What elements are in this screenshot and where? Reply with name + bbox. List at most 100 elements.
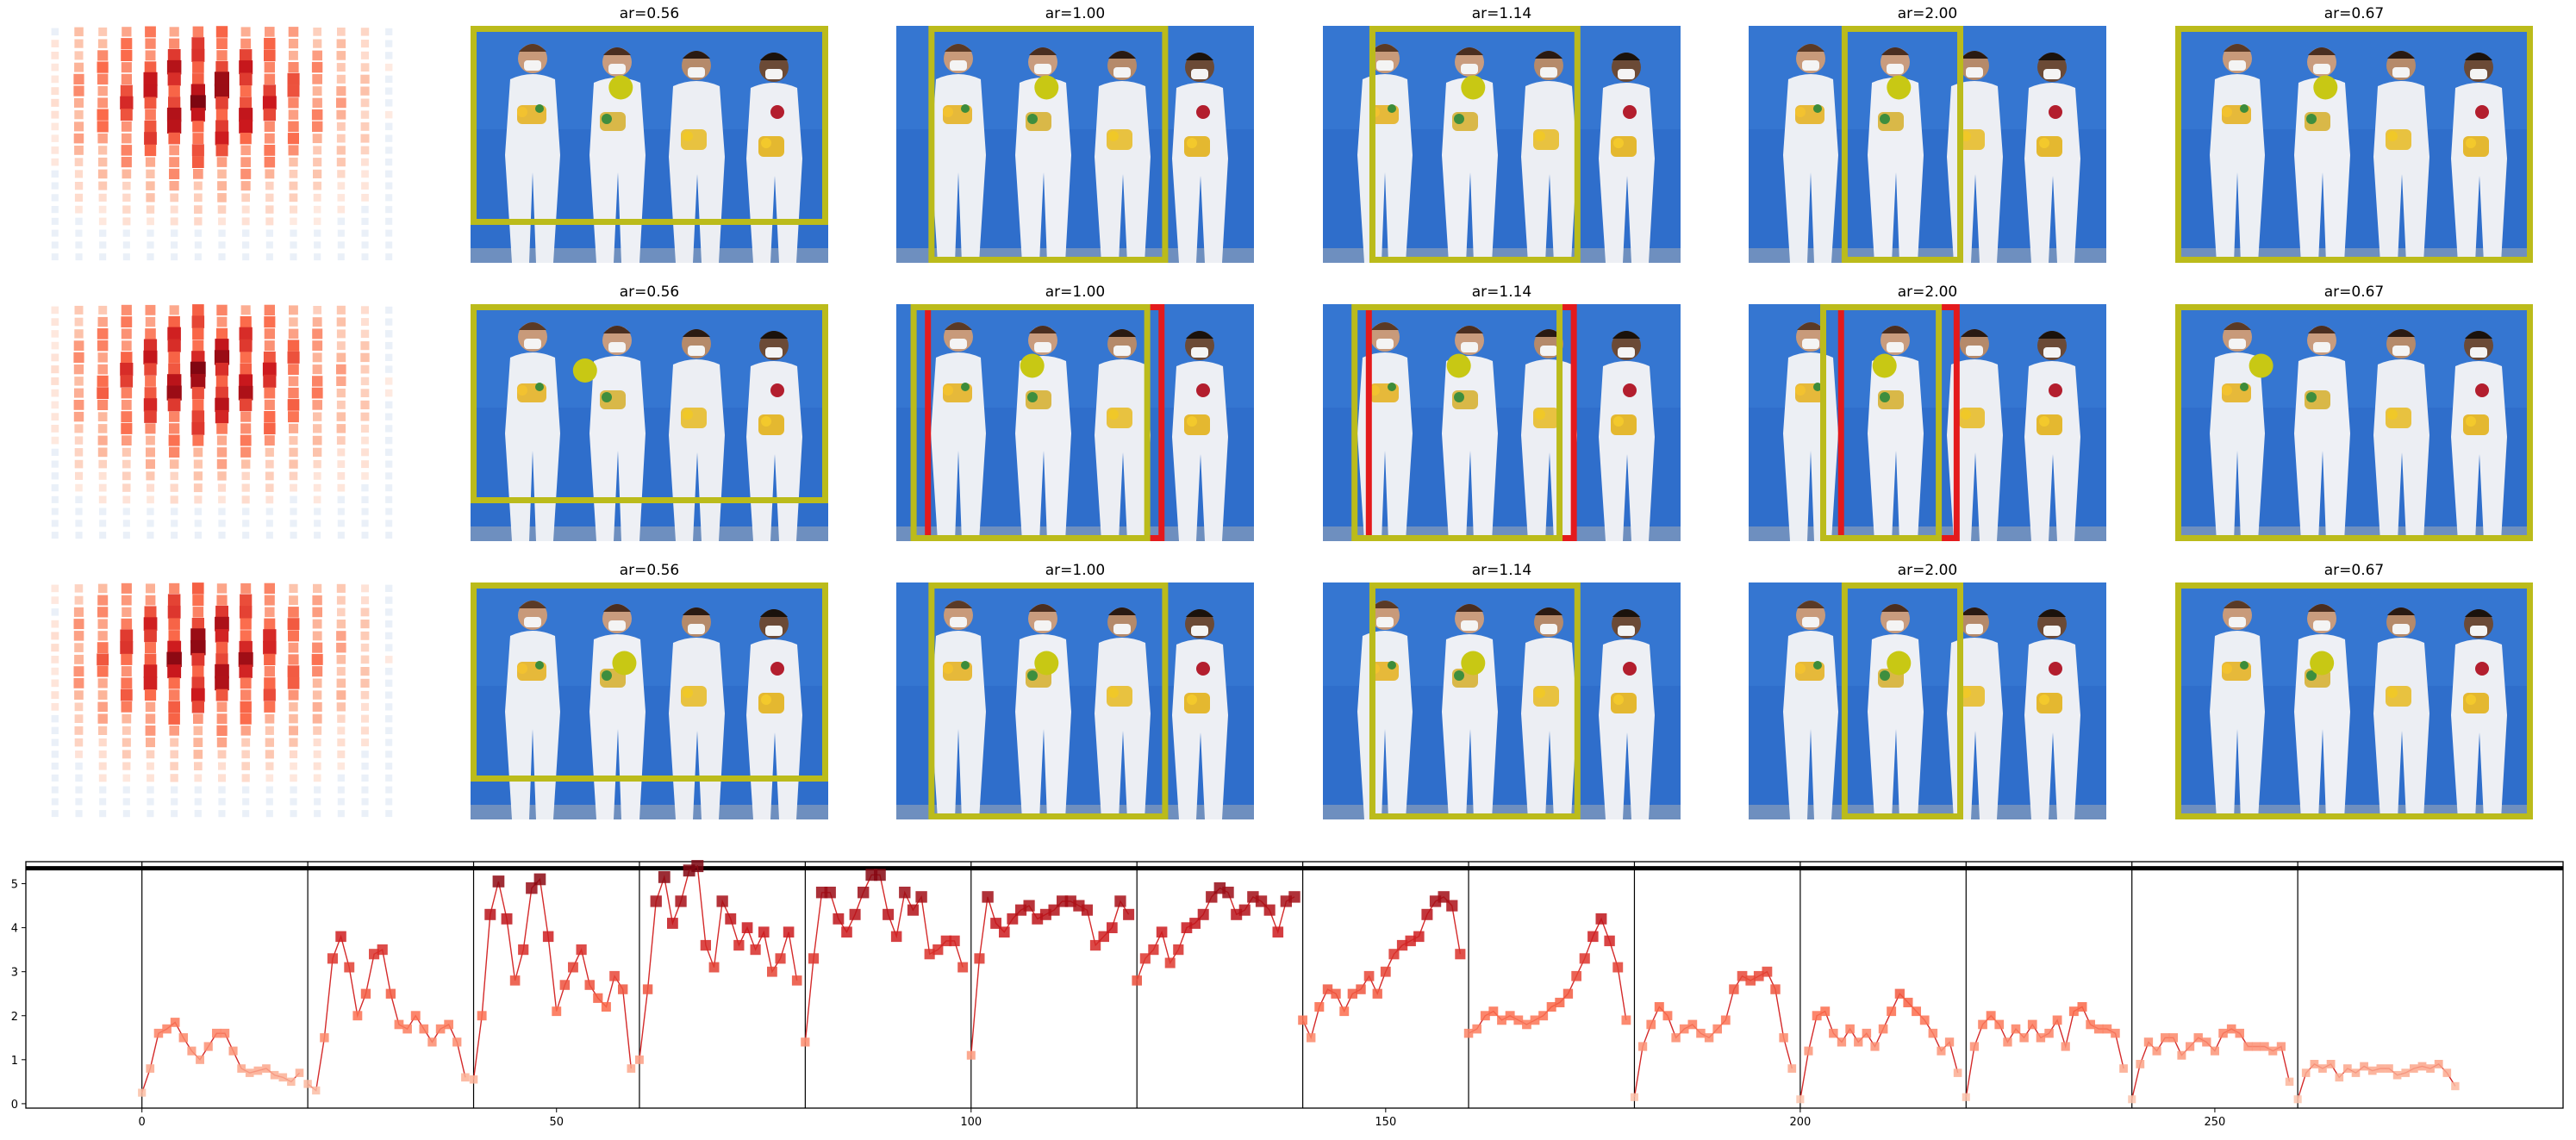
heatmap-cell [242,810,250,818]
heatmap-cell [313,158,322,167]
panel-title: ar=1.14 [1472,562,1532,579]
heatmap-cell [98,27,108,36]
heatmap-cell [265,241,273,249]
heatmap-cell [288,121,299,133]
data-point [320,1033,329,1043]
heatmap-cell [336,341,346,351]
heatmap-cell [313,146,322,155]
heatmap-cell [218,508,226,515]
heatmap-cell [122,471,131,481]
saliency-peak-marker [1872,353,1897,378]
podium-photo [1323,26,1681,263]
heatmap-cell [361,520,369,527]
crop-panel: ar=0.67 [2175,283,2533,541]
data-point [2426,1064,2435,1073]
heatmap-cell [192,582,204,595]
heatmap-cell [385,437,393,445]
heatmap-cell [121,352,133,364]
heatmap-cell [288,607,299,618]
heatmap-cell [192,434,204,446]
heatmap-cell [73,73,84,84]
heatmap-cell [361,253,369,261]
heatmap-cell [265,532,273,539]
heatmap-cell [218,495,226,504]
heatmap-cell [74,305,84,315]
heatmap-cell [287,340,300,352]
heatmap-cell [51,620,59,628]
heatmap-cell [360,377,370,386]
heatmap-cell [145,642,156,654]
heatmap-cell [51,484,59,492]
heatmap-cell [121,677,133,689]
heatmap-cell [51,532,59,539]
heatmap-cell [360,352,370,363]
podium-photo [896,582,1254,819]
heatmap-cell [385,401,393,409]
crop-box [1841,582,1963,819]
data-point [1413,931,1425,943]
data-point [2385,1064,2393,1073]
heatmap-cell [385,751,393,758]
heatmap-cell [51,134,59,142]
data-point [1720,1015,1731,1025]
heatmap-cell [288,376,299,387]
heatmap-cell [170,471,178,481]
data-point [1804,1046,1813,1056]
heatmap-cell [290,798,297,806]
data-point [419,1024,429,1034]
heatmap-cell [288,654,299,665]
heatmap-cell [143,72,158,86]
heatmap-cell [289,583,298,593]
data-point [435,1024,446,1034]
heatmap-cell [169,582,180,594]
heatmap-cell [97,387,109,399]
heatmap-cell [360,110,370,119]
heatmap-cell [51,229,59,237]
data-point [2193,1033,2203,1043]
heatmap-cell [288,62,299,73]
heatmap-cell [146,738,155,748]
heatmap-cell [313,750,321,758]
heatmap-cell [242,532,250,539]
data-point [1562,988,1574,999]
heatmap-cell [218,798,226,806]
heatmap-cell [97,665,109,677]
heatmap-cell [239,606,253,619]
data-point [1107,922,1118,933]
heatmap-cell [314,810,321,818]
crop-panels: ar=0.56 ar=1.00 ar=1.14 ar=2.00 ar=0.67 ar=0.… [471,5,2533,819]
heatmap-cell [385,99,393,107]
heatmap-cell [167,664,182,679]
heatmap-cell [360,134,370,143]
saliency-peak-marker [1461,75,1486,100]
heatmap-cell [218,253,226,261]
panel-title: ar=1.00 [1045,5,1106,22]
heatmap-cell [144,144,157,157]
heatmap-cell [264,701,276,713]
heatmap-cell [313,774,321,782]
heatmap-cell [98,762,107,770]
heatmap-cell [265,229,273,237]
heatmap-cell [264,653,276,666]
heatmap-cell [288,27,299,37]
heatmap-cell [290,810,297,818]
y-tick-label: 1 [11,1055,18,1068]
heatmap-cell [97,169,108,179]
heatmap-cell [51,632,59,640]
heatmap-cell [120,629,134,643]
series-line [804,874,964,1043]
heatmap-cell [385,472,393,480]
chart-segment [1132,881,1300,986]
data-point [1421,908,1433,920]
heatmap-cell [336,424,346,433]
saliency-peak-marker [1887,75,1912,100]
data-point [2442,1068,2452,1077]
heatmap-cell [147,532,154,539]
heatmap-cell [264,133,275,144]
data-point [1712,1024,1722,1034]
heatmap-cell [313,193,321,202]
heatmap-cell [168,84,180,97]
heatmap-cell [385,691,393,699]
heatmap-cell [314,532,321,539]
data-point [1197,908,1209,920]
